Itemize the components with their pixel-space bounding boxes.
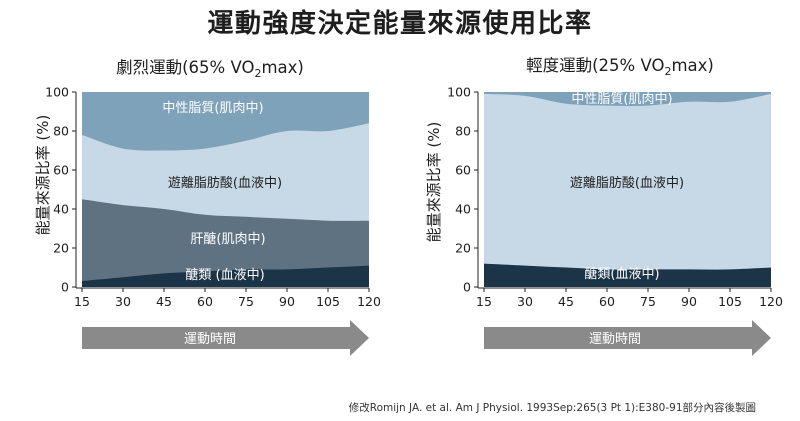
x-tick-label: 15 bbox=[74, 294, 90, 309]
stacked-areas bbox=[82, 92, 369, 287]
stacked-areas bbox=[484, 92, 771, 288]
x-tick-label: 105 bbox=[316, 294, 340, 309]
chart-title-main: 輕度運動(25% VO bbox=[526, 56, 664, 75]
time-arrow bbox=[484, 320, 771, 356]
y-tick-label: 0 bbox=[463, 280, 471, 295]
y-axis-label: 能量來源比率 (%) bbox=[34, 115, 52, 236]
y-tick-label: 80 bbox=[455, 124, 471, 139]
area-label: 醣類(血液中) bbox=[584, 266, 659, 282]
y-tick-label: 100 bbox=[447, 85, 471, 100]
y-tick-label: 20 bbox=[455, 241, 471, 256]
x-tick-label: 45 bbox=[558, 294, 574, 309]
area-band-1 bbox=[484, 263, 771, 287]
chart-title: 輕度運動(25% VO2max) bbox=[526, 56, 714, 78]
chart-intense-exercise: 劇烈運動(65% VO2max) 能量來源比率 (%) 醣類 (血液中) 肝醣(肌… bbox=[34, 58, 381, 356]
figure-title: 運動強度決定能量來源使用比率 bbox=[207, 8, 592, 39]
chart-light-exercise: 輕度運動(25% VO2max) 能量來源比率 (%) 醣類(血液中) 遊離脂肪酸… bbox=[425, 56, 783, 356]
y-tick-label: 100 bbox=[45, 85, 69, 100]
source-citation: 修改Romijn JA. et al. Am J Physiol. 1993Se… bbox=[349, 401, 756, 414]
x-tick-label: 120 bbox=[759, 294, 783, 309]
x-tick-label: 60 bbox=[599, 294, 615, 309]
y-tick-label: 20 bbox=[53, 241, 69, 256]
x-tick-label: 75 bbox=[238, 294, 254, 309]
area-label: 遊離脂肪酸(血液中) bbox=[570, 175, 684, 191]
area-label: 中性脂質(肌肉中) bbox=[162, 101, 263, 116]
area-label: 肝醣(肌肉中) bbox=[190, 231, 265, 247]
chart-title-end: max) bbox=[671, 56, 713, 75]
y-tick-label: 0 bbox=[61, 280, 69, 295]
x-tick-label: 30 bbox=[115, 294, 131, 309]
x-tick-label: 120 bbox=[357, 294, 381, 309]
y-tick-label: 60 bbox=[53, 163, 69, 178]
x-axis-label: 運動時間 bbox=[589, 332, 641, 347]
chart-title-subscript: 2 bbox=[664, 65, 671, 78]
chart-title: 劇烈運動(65% VO2max) bbox=[116, 58, 304, 80]
y-tick-label: 40 bbox=[455, 202, 471, 217]
y-tick-label: 80 bbox=[53, 124, 69, 139]
area-band-2 bbox=[484, 93, 771, 288]
x-tick-label: 60 bbox=[197, 294, 213, 309]
area-band-2 bbox=[82, 199, 369, 287]
y-tick-label: 60 bbox=[455, 163, 471, 178]
chart-title-subscript: 2 bbox=[254, 67, 261, 80]
area-label: 遊離脂肪酸(血液中) bbox=[168, 175, 282, 191]
area-label: 中性脂質(肌肉中) bbox=[571, 92, 672, 107]
y-tick-label: 40 bbox=[53, 202, 69, 217]
area-band-1 bbox=[82, 265, 369, 287]
plot-area: 醣類 (血液中) 肝醣(肌肉中) 遊離脂肪酸(血液中) 中性脂質(肌肉中) 0 20 40 6… bbox=[45, 85, 381, 310]
chart-title-end: max) bbox=[261, 58, 303, 77]
x-tick-label: 15 bbox=[476, 294, 492, 309]
area-label: 醣類 (血液中) bbox=[185, 267, 264, 283]
time-arrow bbox=[82, 320, 369, 356]
y-axis-label: 能量來源比率 (%) bbox=[425, 122, 443, 243]
x-tick-label: 90 bbox=[681, 294, 697, 309]
x-tick-label: 105 bbox=[718, 294, 742, 309]
plot-area: 醣類(血液中) 遊離脂肪酸(血液中) 中性脂質(肌肉中) 0 20 40 60 80 100 15… bbox=[447, 85, 783, 310]
x-tick-label: 30 bbox=[517, 294, 533, 309]
x-tick-label: 75 bbox=[640, 294, 656, 309]
x-tick-label: 45 bbox=[156, 294, 172, 309]
chart-title-main: 劇烈運動(65% VO bbox=[116, 58, 254, 77]
x-axis-label: 運動時間 bbox=[184, 332, 236, 347]
x-tick-label: 90 bbox=[279, 294, 295, 309]
